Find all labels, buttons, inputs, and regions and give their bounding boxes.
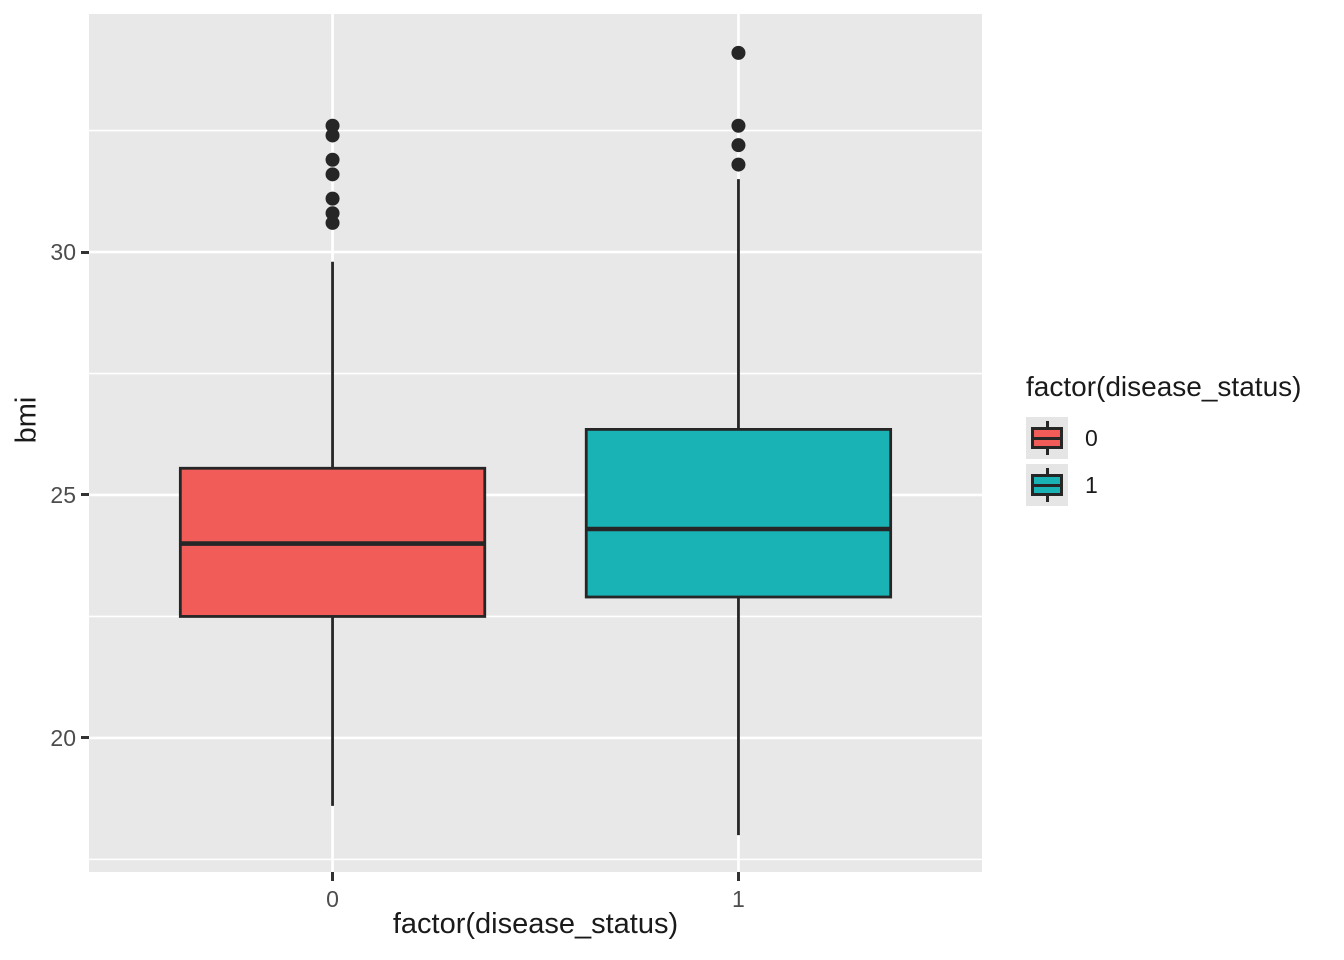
legend-median-line xyxy=(1034,483,1060,487)
legend-title: factor(disease_status) xyxy=(1026,371,1302,402)
y-axis-tick xyxy=(81,493,89,497)
legend-entry-label: 0 xyxy=(1085,424,1098,451)
legend-key-boxplot-icon xyxy=(1026,464,1068,506)
legend: factor(disease_status) 0 1 xyxy=(1026,371,1342,511)
outlier-point xyxy=(325,215,340,230)
x-axis-tick xyxy=(736,872,740,881)
y-axis-title: bmi xyxy=(10,396,43,444)
outlier-point xyxy=(731,138,746,153)
legend-box-glyph xyxy=(1031,427,1063,449)
outlier-point xyxy=(325,191,340,206)
x-tick-label: 1 xyxy=(732,886,745,912)
x-tick-label: 0 xyxy=(326,886,339,912)
outlier-point xyxy=(325,206,340,221)
x-axis-title: factor(disease_status) xyxy=(392,908,679,940)
plot-panel xyxy=(89,14,982,872)
y-tick-label: 30 xyxy=(50,239,76,266)
outlier-point xyxy=(325,152,340,167)
y-axis-tick xyxy=(81,736,89,740)
y-tick-label: 20 xyxy=(50,724,76,751)
outlier-point xyxy=(731,157,746,172)
outlier-point xyxy=(731,118,746,133)
y-tick-label: 25 xyxy=(50,481,76,508)
legend-entry-0: 0 xyxy=(1026,417,1342,459)
x-axis-tick xyxy=(331,872,335,881)
legend-median-line xyxy=(1034,436,1060,440)
outlier-point xyxy=(731,45,746,60)
outlier-point xyxy=(325,167,340,182)
legend-entry-label: 1 xyxy=(1085,471,1098,498)
legend-key-boxplot-icon xyxy=(1026,417,1068,459)
plot-canvas xyxy=(89,14,982,872)
outlier-point xyxy=(325,128,340,143)
box-1 xyxy=(584,427,893,599)
y-axis-tick xyxy=(81,250,89,254)
legend-entry-1: 1 xyxy=(1026,464,1342,506)
legend-box-glyph xyxy=(1031,474,1063,496)
outlier-point xyxy=(325,118,340,133)
